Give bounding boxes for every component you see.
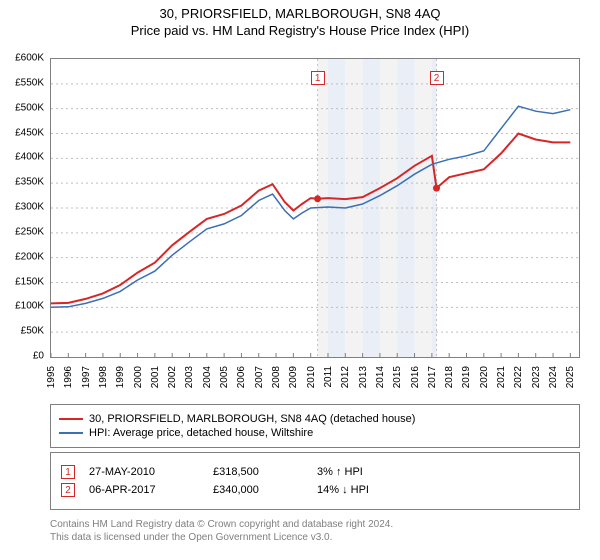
x-tick-label: 2025	[565, 366, 576, 388]
x-tick-label: 2005	[219, 366, 230, 388]
x-tick-label: 2024	[548, 366, 559, 388]
x-tick-label: 2010	[306, 366, 317, 388]
y-tick-label: £550K	[15, 77, 44, 88]
footer: Contains HM Land Registry data © Crown c…	[50, 518, 580, 544]
x-tick-label: 1998	[98, 366, 109, 388]
sale-row: 1 27-MAY-2010 £318,500 3% ↑ HPI	[61, 465, 569, 479]
sale-marker-1: 1	[311, 71, 325, 85]
x-tick-label: 2014	[375, 366, 386, 388]
x-tick-label: 2012	[340, 366, 351, 388]
x-tick-label: 2002	[167, 366, 178, 388]
x-tick-label: 2016	[410, 366, 421, 388]
legend-label: 30, PRIORSFIELD, MARLBOROUGH, SN8 4AQ (d…	[89, 413, 415, 425]
x-tick-label: 2009	[288, 366, 299, 388]
x-tick-label: 2003	[184, 366, 195, 388]
sale-price: £318,500	[213, 466, 303, 478]
sale-delta: 14% ↓ HPI	[317, 484, 427, 496]
legend: 30, PRIORSFIELD, MARLBOROUGH, SN8 4AQ (d…	[50, 404, 580, 448]
x-tick-label: 2019	[461, 366, 472, 388]
y-tick-label: £600K	[15, 53, 44, 64]
x-tick-label: 2000	[133, 366, 144, 388]
legend-item: HPI: Average price, detached house, Wilt…	[59, 427, 571, 439]
x-tick-label: 2021	[496, 366, 507, 388]
y-tick-label: £500K	[15, 102, 44, 113]
legend-swatch	[59, 432, 83, 434]
title-main: 30, PRIORSFIELD, MARLBOROUGH, SN8 4AQ	[0, 6, 600, 21]
x-tick-label: 2011	[323, 366, 334, 388]
sale-marker-icon: 1	[61, 465, 75, 479]
y-tick-label: £200K	[15, 251, 44, 262]
chart-svg	[51, 59, 579, 357]
sale-price: £340,000	[213, 484, 303, 496]
sale-date: 27-MAY-2010	[89, 466, 199, 478]
x-tick-label: 2004	[202, 366, 213, 388]
sale-row: 2 06-APR-2017 £340,000 14% ↓ HPI	[61, 483, 569, 497]
x-tick-label: 2018	[444, 366, 455, 388]
x-tick-label: 2001	[150, 366, 161, 388]
chart-plot-area: 12	[50, 58, 580, 358]
title-sub: Price paid vs. HM Land Registry's House …	[0, 23, 600, 38]
y-tick-label: £100K	[15, 301, 44, 312]
y-tick-label: £450K	[15, 127, 44, 138]
sale-delta: 3% ↑ HPI	[317, 466, 427, 478]
footer-line-1: Contains HM Land Registry data © Crown c…	[50, 518, 580, 531]
sale-date: 06-APR-2017	[89, 484, 199, 496]
y-tick-label: £300K	[15, 202, 44, 213]
y-tick-label: £400K	[15, 152, 44, 163]
y-tick-label: £0	[33, 351, 44, 362]
x-tick-label: 2023	[531, 366, 542, 388]
sale-marker-icon: 2	[61, 483, 75, 497]
x-tick-label: 1995	[46, 366, 57, 388]
x-tick-label: 1999	[115, 366, 126, 388]
legend-label: HPI: Average price, detached house, Wilt…	[89, 427, 313, 439]
x-tick-label: 2020	[479, 366, 490, 388]
y-axis-labels: £0£50K£100K£150K£200K£250K£300K£350K£400…	[0, 58, 48, 358]
x-tick-label: 2008	[271, 366, 282, 388]
titles: 30, PRIORSFIELD, MARLBOROUGH, SN8 4AQ Pr…	[0, 0, 600, 38]
x-tick-label: 2015	[392, 366, 403, 388]
x-tick-label: 1997	[81, 366, 92, 388]
x-tick-label: 2022	[513, 366, 524, 388]
sales-table: 1 27-MAY-2010 £318,500 3% ↑ HPI 2 06-APR-2017…	[50, 452, 580, 510]
y-tick-label: £350K	[15, 177, 44, 188]
x-tick-label: 2007	[254, 366, 265, 388]
chart-container: 30, PRIORSFIELD, MARLBOROUGH, SN8 4AQ Pr…	[0, 0, 600, 560]
y-tick-label: £50K	[21, 326, 44, 337]
legend-item: 30, PRIORSFIELD, MARLBOROUGH, SN8 4AQ (d…	[59, 413, 571, 425]
sale-marker-2: 2	[430, 71, 444, 85]
footer-line-2: This data is licensed under the Open Gov…	[50, 531, 580, 544]
legend-swatch	[59, 418, 83, 421]
x-tick-label: 2017	[427, 366, 438, 388]
y-tick-label: £150K	[15, 276, 44, 287]
x-tick-label: 1996	[63, 366, 74, 388]
y-tick-label: £250K	[15, 226, 44, 237]
x-axis-labels: 1995199619971998199920002001200220032004…	[50, 360, 580, 400]
x-tick-label: 2006	[236, 366, 247, 388]
x-tick-label: 2013	[358, 366, 369, 388]
